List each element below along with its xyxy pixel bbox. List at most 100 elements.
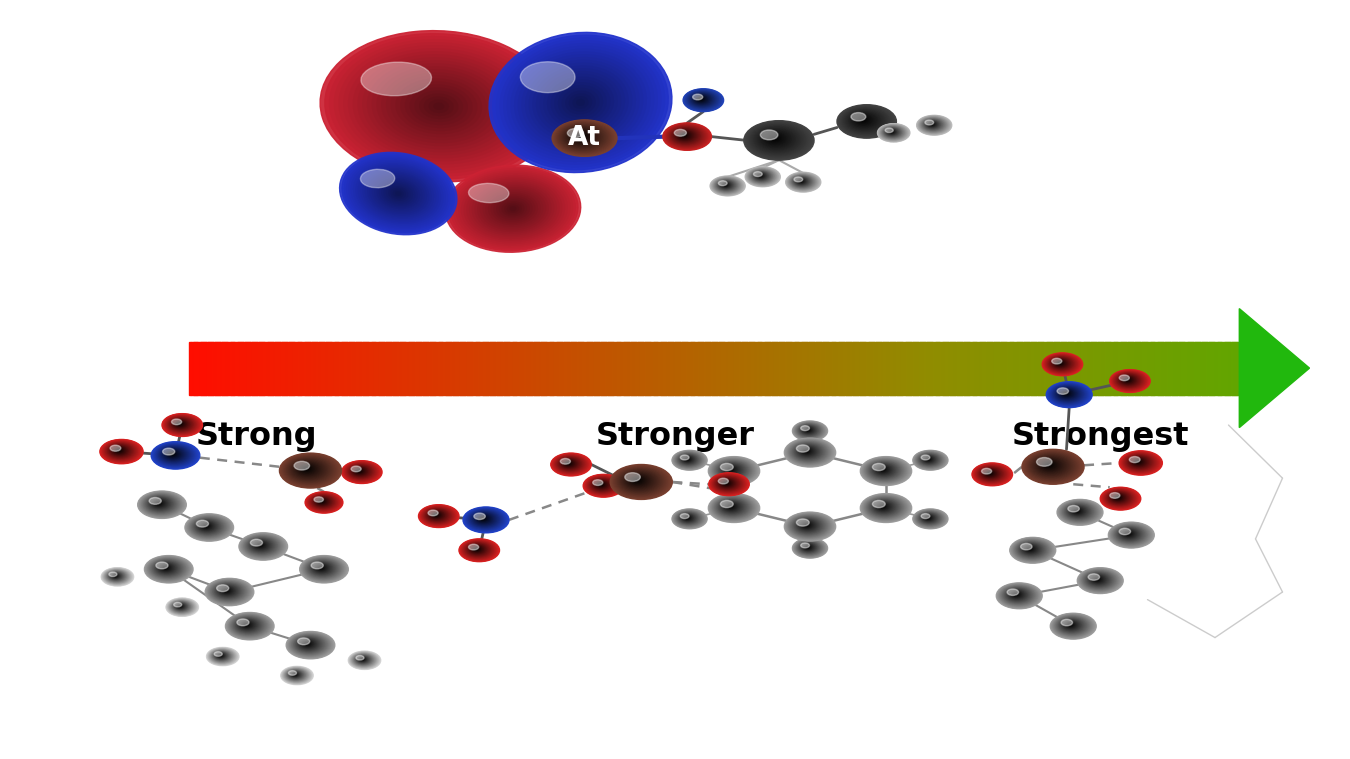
Ellipse shape (1110, 523, 1152, 546)
Ellipse shape (711, 458, 755, 483)
Ellipse shape (293, 461, 324, 478)
Ellipse shape (1003, 587, 1033, 603)
Bar (418, 342, 421, 395)
Ellipse shape (1014, 593, 1018, 596)
Ellipse shape (247, 537, 277, 555)
Ellipse shape (915, 452, 945, 468)
Ellipse shape (799, 543, 818, 553)
Ellipse shape (614, 467, 667, 496)
Ellipse shape (771, 137, 778, 140)
Ellipse shape (597, 482, 606, 487)
Ellipse shape (840, 107, 892, 136)
Ellipse shape (255, 542, 266, 549)
Bar (485, 342, 487, 395)
Ellipse shape (587, 477, 618, 494)
Ellipse shape (745, 167, 780, 187)
Bar (801, 342, 803, 395)
Ellipse shape (428, 510, 446, 520)
Ellipse shape (162, 448, 186, 461)
Bar (817, 342, 819, 395)
Ellipse shape (788, 515, 830, 537)
Ellipse shape (1012, 539, 1052, 561)
Bar (713, 342, 716, 395)
Ellipse shape (343, 461, 379, 482)
Ellipse shape (354, 52, 524, 161)
Ellipse shape (914, 451, 948, 470)
Ellipse shape (695, 96, 707, 102)
Ellipse shape (317, 566, 324, 570)
Ellipse shape (710, 495, 757, 521)
Ellipse shape (752, 171, 771, 181)
Ellipse shape (691, 93, 714, 106)
Ellipse shape (1072, 508, 1083, 514)
Ellipse shape (392, 188, 405, 199)
Ellipse shape (217, 586, 238, 597)
Ellipse shape (1015, 540, 1049, 559)
Ellipse shape (358, 55, 520, 158)
Ellipse shape (296, 463, 319, 476)
Bar (350, 342, 352, 395)
Ellipse shape (560, 458, 579, 469)
Ellipse shape (375, 177, 421, 210)
Ellipse shape (147, 557, 189, 581)
Ellipse shape (1004, 587, 1031, 603)
Ellipse shape (786, 172, 821, 192)
Ellipse shape (1061, 619, 1081, 631)
Ellipse shape (918, 116, 950, 134)
Ellipse shape (1057, 388, 1077, 399)
Ellipse shape (1115, 496, 1119, 499)
Ellipse shape (559, 458, 582, 471)
Ellipse shape (572, 131, 590, 141)
Ellipse shape (558, 457, 582, 471)
Bar (516, 342, 517, 395)
Ellipse shape (863, 496, 907, 521)
Ellipse shape (153, 500, 166, 507)
Ellipse shape (621, 471, 657, 491)
Ellipse shape (112, 446, 127, 455)
Ellipse shape (714, 178, 741, 194)
Ellipse shape (1058, 389, 1076, 399)
Ellipse shape (757, 175, 764, 178)
Ellipse shape (1120, 529, 1138, 540)
Ellipse shape (240, 534, 286, 559)
Ellipse shape (1072, 508, 1084, 515)
Ellipse shape (671, 128, 701, 145)
Ellipse shape (1115, 496, 1120, 499)
Ellipse shape (687, 92, 717, 109)
Bar (946, 342, 949, 395)
Ellipse shape (693, 94, 710, 104)
Ellipse shape (722, 502, 740, 512)
Bar (701, 342, 702, 395)
Ellipse shape (799, 425, 818, 436)
Ellipse shape (1056, 616, 1089, 635)
Bar (891, 342, 892, 395)
Ellipse shape (562, 460, 575, 468)
Circle shape (351, 466, 362, 472)
Ellipse shape (555, 456, 585, 473)
Ellipse shape (675, 131, 695, 141)
Ellipse shape (305, 559, 342, 579)
Bar (904, 342, 907, 395)
Ellipse shape (475, 514, 493, 524)
Ellipse shape (358, 165, 439, 222)
Ellipse shape (205, 525, 207, 527)
Circle shape (718, 478, 729, 484)
Bar (794, 342, 796, 395)
Bar (470, 342, 471, 395)
Ellipse shape (710, 176, 745, 196)
Ellipse shape (423, 508, 452, 524)
Bar (275, 342, 278, 395)
Ellipse shape (1131, 458, 1146, 466)
Ellipse shape (351, 161, 446, 226)
Ellipse shape (853, 114, 875, 126)
Bar (431, 342, 433, 395)
Ellipse shape (794, 422, 826, 439)
Ellipse shape (1042, 461, 1057, 469)
Circle shape (315, 497, 324, 502)
Bar (1060, 342, 1062, 395)
Ellipse shape (352, 467, 367, 475)
Ellipse shape (560, 458, 578, 468)
Ellipse shape (795, 518, 822, 534)
Ellipse shape (802, 543, 815, 551)
Bar (564, 342, 567, 395)
